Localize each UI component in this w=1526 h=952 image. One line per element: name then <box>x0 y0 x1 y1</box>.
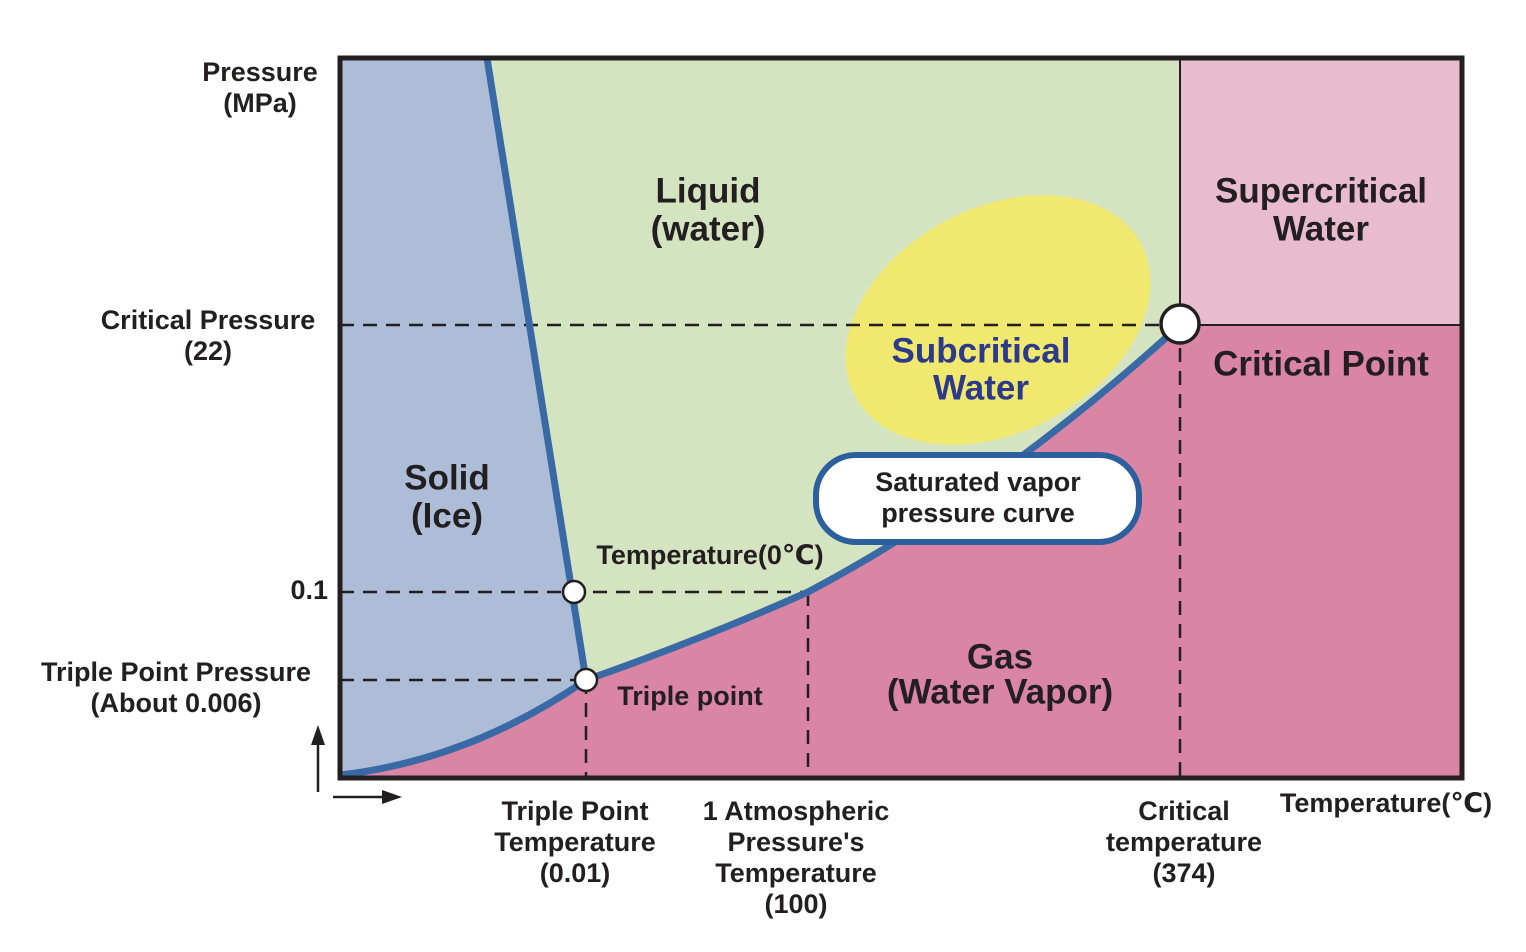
x-marker-label: (374) <box>1152 858 1215 888</box>
region-label: Gas <box>967 637 1033 676</box>
y-label: (MPa) <box>223 88 297 118</box>
region-label: Solid <box>404 458 490 497</box>
x-marker-label: Triple Point <box>501 796 648 826</box>
region-label: Liquid <box>656 171 761 210</box>
region-label: Water <box>1273 209 1369 248</box>
vapor-curve <box>339 322 1183 779</box>
x-marker-label: (0.01) <box>540 858 611 888</box>
point <box>561 579 587 605</box>
point-label: Temperature(0℃) <box>596 540 823 570</box>
x-marker-label: 1 Atmospheric <box>703 796 890 826</box>
curve-label: pressure curve <box>881 498 1075 528</box>
point <box>573 667 599 693</box>
y-marker-label: Triple Point Pressure <box>41 657 311 687</box>
curve-label: Saturated vapor <box>875 467 1081 497</box>
region-label: (water) <box>651 209 766 248</box>
frame <box>337 55 1465 781</box>
x-marker-label: (100) <box>764 889 827 919</box>
y-marker-label: (22) <box>184 336 232 366</box>
melting-curve <box>483 57 590 681</box>
region-label: Supercritical <box>1215 171 1427 210</box>
x-label: Temperature(℃) <box>1280 788 1492 818</box>
y-marker-label: Critical Pressure <box>101 305 316 335</box>
x-marker-label: Temperature <box>715 858 877 888</box>
solid-region <box>340 58 586 775</box>
subcritical-region <box>845 195 1151 445</box>
region-label: (Ice) <box>411 496 483 535</box>
critical-point <box>1159 303 1201 345</box>
region-label: (Water Vapor) <box>887 672 1113 711</box>
point-label: Critical Point <box>1213 344 1429 383</box>
y-marker-label: 0.1 <box>290 575 328 605</box>
region-label: Subcritical <box>892 331 1071 370</box>
x-marker-label: temperature <box>1106 827 1262 857</box>
region-label: Water <box>933 368 1029 407</box>
curve-label-box <box>813 452 1142 545</box>
x-marker-label: Pressure's <box>727 827 864 857</box>
arrow-heads <box>311 725 402 804</box>
supercritical-region <box>1179 57 1463 326</box>
y-marker-label: (About 0.006) <box>90 688 261 718</box>
x-marker-label: Critical <box>1138 796 1230 826</box>
gas-region <box>340 325 1462 778</box>
point-label: Triple point <box>617 681 763 711</box>
x-marker-label: Temperature <box>494 827 656 857</box>
y-label: Pressure <box>202 57 318 87</box>
